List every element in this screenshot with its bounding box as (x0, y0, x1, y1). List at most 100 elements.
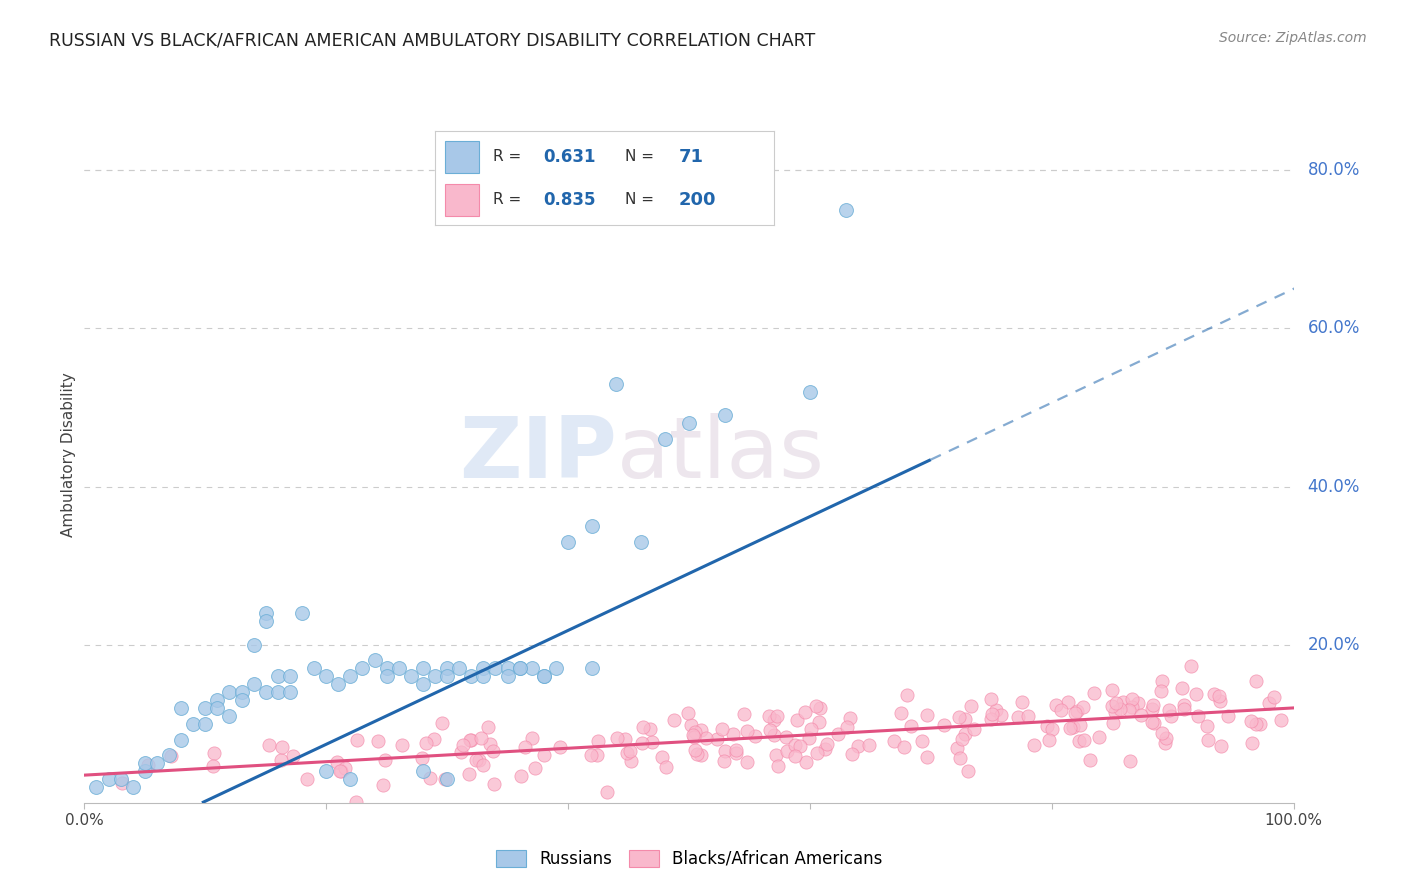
Point (1154, 736, 1177, 750)
Point (254, 614, 277, 628)
Point (423, 732, 446, 747)
Point (278, 685, 301, 699)
Text: atlas: atlas (616, 413, 824, 497)
Point (678, 417, 700, 431)
Point (759, 723, 782, 738)
Point (1118, 755, 1140, 769)
Point (1241, 736, 1264, 750)
Point (1112, 695, 1135, 709)
Point (388, 661, 411, 675)
Point (690, 747, 713, 762)
Point (786, 713, 808, 727)
Point (430, 716, 453, 731)
Point (1197, 719, 1219, 733)
Point (415, 736, 437, 750)
Point (1101, 698, 1123, 713)
Point (1064, 706, 1087, 721)
Point (1066, 704, 1088, 718)
Point (1157, 703, 1180, 717)
Point (799, 384, 821, 399)
Point (1150, 726, 1173, 740)
Point (1121, 700, 1143, 714)
Point (1173, 698, 1195, 712)
Point (721, 727, 744, 741)
Point (789, 739, 811, 753)
Point (893, 740, 915, 755)
Point (520, 731, 543, 745)
Text: ZIP: ZIP (458, 413, 616, 497)
Point (433, 772, 456, 786)
Point (367, 733, 389, 747)
Point (1208, 690, 1230, 704)
Point (1130, 708, 1153, 723)
Point (86, 780, 108, 794)
Point (242, 638, 264, 652)
Point (460, 669, 482, 683)
Point (157, 748, 180, 763)
Point (581, 661, 603, 675)
Point (1160, 709, 1182, 723)
Point (375, 669, 398, 683)
Point (1197, 733, 1219, 747)
Point (990, 707, 1012, 722)
Point (1249, 716, 1271, 731)
Point (533, 669, 555, 683)
Point (218, 708, 240, 723)
Point (945, 740, 967, 755)
Point (1185, 687, 1208, 701)
Point (1150, 684, 1173, 698)
Point (1270, 713, 1292, 727)
Point (509, 661, 531, 675)
Point (794, 705, 817, 719)
Point (267, 669, 290, 683)
Point (763, 728, 786, 742)
FancyBboxPatch shape (446, 184, 479, 216)
Point (170, 701, 193, 715)
Point (1062, 720, 1084, 734)
Point (725, 747, 748, 761)
Point (613, 731, 636, 746)
Text: R =: R = (492, 193, 526, 208)
Point (291, 606, 314, 620)
Point (450, 745, 472, 759)
Point (689, 723, 711, 738)
Point (1036, 718, 1059, 732)
Point (1171, 681, 1194, 696)
Point (509, 661, 531, 675)
Point (1258, 696, 1281, 710)
Point (344, 795, 367, 809)
Point (744, 729, 766, 743)
Point (633, 720, 655, 734)
Point (710, 723, 733, 737)
Point (1216, 709, 1239, 723)
Point (1140, 702, 1163, 716)
Point (449, 661, 471, 675)
Point (520, 661, 543, 675)
Point (1011, 695, 1033, 709)
Point (412, 677, 434, 691)
Point (1142, 714, 1164, 729)
Point (333, 761, 356, 775)
Point (97, 772, 120, 786)
Point (686, 747, 709, 761)
Point (254, 606, 277, 620)
Point (724, 743, 747, 757)
Point (654, 432, 676, 446)
Point (662, 713, 685, 727)
FancyBboxPatch shape (446, 141, 479, 173)
Point (496, 661, 519, 675)
Point (605, 376, 627, 391)
Point (814, 741, 837, 756)
Point (806, 746, 828, 760)
Point (835, 202, 858, 217)
Point (800, 722, 823, 736)
Text: 200: 200 (679, 191, 716, 209)
Point (783, 739, 806, 753)
Point (482, 744, 505, 758)
Point (330, 764, 353, 778)
Point (1104, 696, 1126, 710)
Point (548, 739, 571, 754)
Point (436, 772, 458, 786)
Point (706, 731, 728, 746)
Point (986, 703, 1008, 717)
